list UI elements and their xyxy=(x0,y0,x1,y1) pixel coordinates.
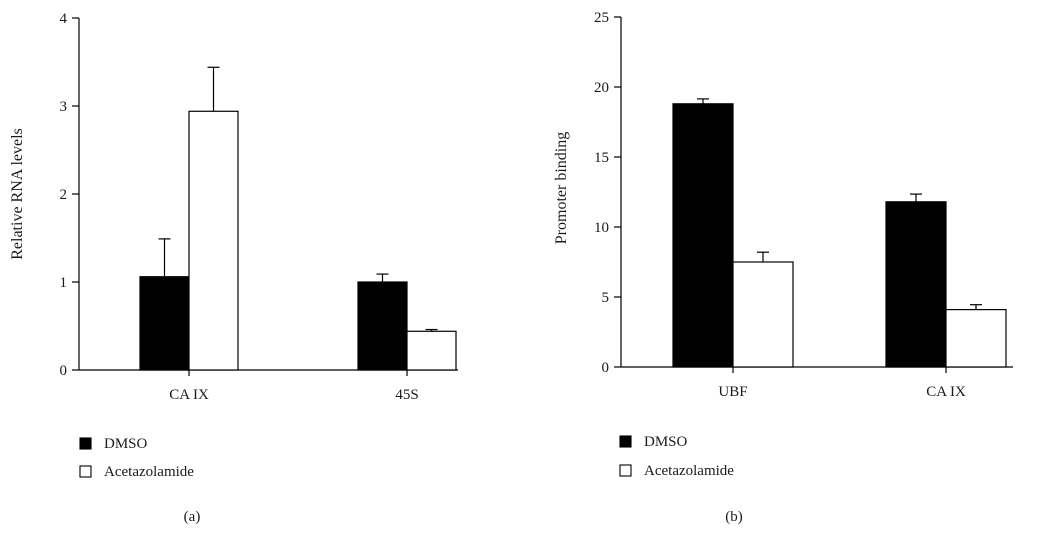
y-tick-label: 3 xyxy=(60,99,68,115)
bar-dmso-1 xyxy=(885,201,947,368)
y-tick-label: 0 xyxy=(60,363,68,379)
legend-swatch-dmso xyxy=(619,435,632,448)
y-tick-label: 5 xyxy=(602,290,610,306)
legend-swatch-acetazolamide xyxy=(619,464,632,477)
y-tick-label: 20 xyxy=(594,80,609,96)
legend-label: DMSO xyxy=(644,434,688,450)
legend-swatch-dmso xyxy=(79,437,92,450)
panel-label: (b) xyxy=(725,509,743,525)
y-tick-label: 25 xyxy=(594,10,609,26)
bar-dmso-1 xyxy=(357,281,408,371)
y-tick-label: 0 xyxy=(602,360,610,376)
x-tick-label: CA IX xyxy=(169,387,209,403)
y-tick-label: 2 xyxy=(60,187,68,203)
bar-dmso-0 xyxy=(672,103,734,368)
y-tick-label: 10 xyxy=(594,220,609,236)
panel-b: 0 5 10 15 20 25 Promoter binding UBF CA IX DMSO Ac… xyxy=(553,10,1013,525)
x-tick-label: 45S xyxy=(395,387,418,403)
bar-acetazolamide-0 xyxy=(732,261,794,368)
legend-label: DMSO xyxy=(104,436,148,452)
y-axis-title: Promoter binding xyxy=(553,132,570,244)
y-tick-label: 15 xyxy=(594,150,609,166)
bar-acetazolamide-1 xyxy=(945,309,1007,368)
x-tick-label: CA IX xyxy=(926,384,966,400)
legend-label: Acetazolamide xyxy=(644,463,734,479)
x-tick-label: UBF xyxy=(718,384,747,400)
bar-dmso-0 xyxy=(139,276,190,371)
bar-acetazolamide-1 xyxy=(406,330,457,371)
bar-acetazolamide-0 xyxy=(188,110,239,371)
legend-label: Acetazolamide xyxy=(104,464,194,480)
y-axis-title: Relative RNA levels xyxy=(9,128,26,260)
panel-label: (a) xyxy=(184,509,201,525)
legend-swatch-acetazolamide xyxy=(79,465,92,478)
y-tick-label: 1 xyxy=(60,275,68,291)
panel-a: 0 1 2 3 4 Relative RNA levels CA IX 45S DMSO Acet… xyxy=(9,11,458,525)
y-tick-label: 4 xyxy=(60,11,68,27)
